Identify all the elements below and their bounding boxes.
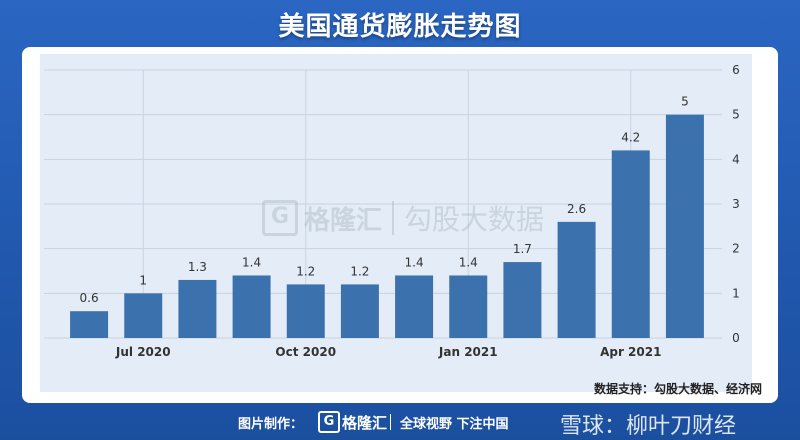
x-tick-label: Apr 2021 — [600, 345, 661, 359]
bar-value-label: 1.4 — [405, 255, 424, 269]
footer-credit: 图片制作： — [238, 417, 304, 432]
watermark: G 格隆汇 勾股大数据 — [262, 198, 544, 238]
bar — [70, 311, 109, 338]
bar — [665, 114, 704, 339]
footer-slogan: 全球视野 下注中国 — [400, 417, 509, 432]
x-tick-label: Jul 2020 — [115, 345, 171, 359]
bar — [124, 293, 163, 338]
watermark-divider — [392, 201, 395, 235]
bar — [340, 284, 379, 338]
y-tick-label: 1 — [732, 286, 740, 300]
bar — [449, 275, 488, 338]
bar-value-label: 1.4 — [459, 255, 478, 269]
footer-divider — [390, 414, 391, 430]
y-tick-label: 3 — [732, 197, 740, 211]
bar — [232, 275, 271, 338]
bar-value-label: 1 — [139, 273, 147, 287]
bar — [395, 275, 434, 338]
bar-value-label: 1.3 — [188, 260, 207, 274]
bar-value-label: 2.6 — [567, 202, 586, 216]
y-tick-label: 2 — [732, 242, 740, 256]
bar-value-label: 4.2 — [621, 130, 640, 144]
bar — [286, 284, 325, 338]
bar-value-label: 1.7 — [513, 242, 532, 256]
bar — [178, 279, 217, 338]
social-watermark: 雪球：柳叶刀财经 — [560, 414, 737, 439]
bar — [611, 150, 650, 338]
y-tick-label: 6 — [732, 63, 740, 77]
footer: 图片制作： G 格隆汇 全球视野 下注中国 雪球：柳叶刀财经 — [0, 406, 800, 439]
bar-value-label: 1.2 — [296, 264, 315, 278]
bar-value-label: 5 — [681, 95, 689, 109]
bar-value-label: 1.2 — [350, 264, 369, 278]
bar — [503, 262, 542, 338]
brand-logo-icon: G — [318, 411, 340, 433]
x-tick-label: Oct 2020 — [275, 345, 336, 359]
watermark-name: 勾股大数据 — [404, 203, 545, 236]
data-source: 数据支持：勾股大数据、经济网 — [593, 382, 762, 396]
bar-value-label: 0.6 — [80, 291, 99, 305]
y-tick-label: 4 — [732, 152, 740, 166]
x-tick-label: Jan 2021 — [438, 345, 498, 359]
watermark-logo-icon: G — [262, 200, 298, 236]
bar-value-label: 1.4 — [242, 255, 261, 269]
footer-brand: 格隆汇 — [342, 414, 388, 432]
bar — [557, 221, 596, 338]
y-tick-label: 0 — [732, 331, 740, 345]
watermark-brand: 格隆汇 — [304, 205, 383, 236]
y-tick-label: 5 — [732, 108, 740, 122]
chart-title: 美国通货膨胀走势图 — [278, 12, 522, 42]
